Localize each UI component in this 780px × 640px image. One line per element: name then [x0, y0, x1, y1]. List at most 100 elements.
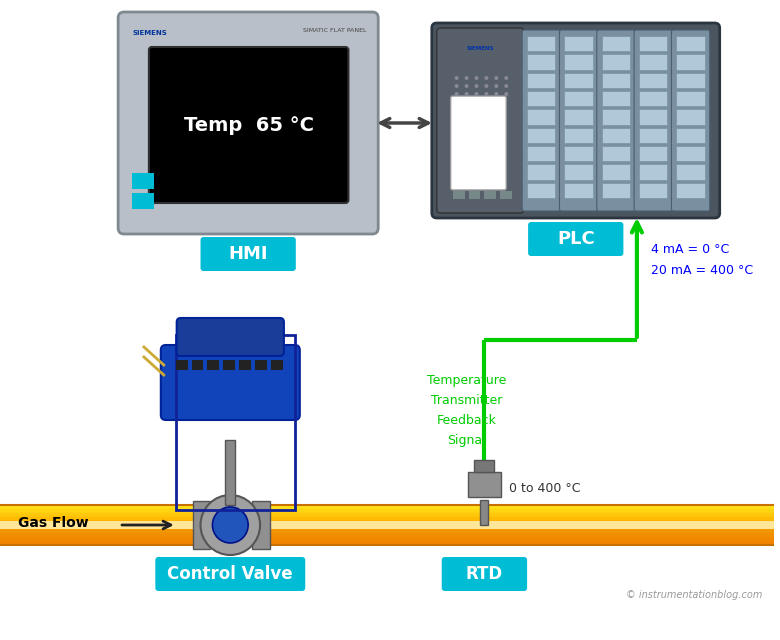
- Text: SIEMENS: SIEMENS: [466, 46, 495, 51]
- Bar: [0, 520, 775, 522]
- FancyBboxPatch shape: [451, 96, 506, 190]
- Bar: [676, 182, 705, 198]
- Bar: [132, 173, 154, 189]
- Bar: [601, 91, 630, 106]
- Circle shape: [212, 507, 248, 543]
- FancyBboxPatch shape: [441, 557, 527, 591]
- Bar: [601, 73, 630, 88]
- Bar: [0, 511, 775, 513]
- Circle shape: [465, 84, 469, 88]
- Bar: [639, 182, 668, 198]
- Text: HMI: HMI: [229, 245, 268, 263]
- Circle shape: [505, 84, 509, 88]
- Bar: [601, 109, 630, 125]
- Bar: [601, 54, 630, 70]
- Bar: [639, 54, 668, 70]
- Bar: [255, 360, 267, 370]
- Circle shape: [505, 76, 509, 80]
- FancyBboxPatch shape: [149, 47, 349, 203]
- Bar: [639, 36, 668, 51]
- Circle shape: [484, 84, 488, 88]
- Bar: [676, 54, 705, 70]
- Bar: [527, 127, 555, 143]
- Bar: [0, 508, 775, 509]
- Text: Control Valve: Control Valve: [168, 565, 293, 583]
- Bar: [474, 460, 495, 472]
- Text: Gas Flow: Gas Flow: [18, 516, 88, 530]
- Bar: [0, 506, 775, 508]
- FancyBboxPatch shape: [528, 222, 623, 256]
- Bar: [0, 531, 775, 532]
- FancyBboxPatch shape: [522, 30, 561, 211]
- Bar: [565, 109, 593, 125]
- Bar: [565, 91, 593, 106]
- Text: Temp  65 °C: Temp 65 °C: [183, 115, 314, 134]
- Bar: [639, 127, 668, 143]
- Bar: [676, 127, 705, 143]
- Bar: [0, 534, 775, 536]
- Bar: [639, 164, 668, 180]
- Bar: [0, 536, 775, 538]
- Circle shape: [495, 76, 498, 80]
- Bar: [639, 109, 668, 125]
- Bar: [565, 146, 593, 161]
- Circle shape: [495, 84, 498, 88]
- Bar: [0, 532, 775, 534]
- Text: SIEMENS: SIEMENS: [132, 30, 167, 36]
- Bar: [676, 164, 705, 180]
- Bar: [0, 526, 775, 528]
- Circle shape: [474, 92, 478, 96]
- Bar: [0, 509, 775, 511]
- Bar: [565, 164, 593, 180]
- Bar: [0, 517, 775, 519]
- Bar: [676, 36, 705, 51]
- Bar: [500, 191, 512, 199]
- Bar: [601, 146, 630, 161]
- Circle shape: [465, 76, 469, 80]
- Bar: [0, 533, 775, 535]
- Bar: [480, 500, 488, 525]
- Bar: [176, 360, 188, 370]
- Circle shape: [495, 92, 498, 96]
- Bar: [0, 525, 775, 527]
- Bar: [0, 516, 775, 518]
- Bar: [565, 73, 593, 88]
- Bar: [527, 109, 555, 125]
- Bar: [0, 505, 775, 507]
- FancyBboxPatch shape: [597, 30, 635, 211]
- Bar: [676, 146, 705, 161]
- Text: PLC: PLC: [557, 230, 594, 248]
- Circle shape: [505, 92, 509, 96]
- Circle shape: [455, 76, 459, 80]
- Bar: [176, 335, 295, 510]
- Text: Temperature
Transmitter
Feedback
Signal: Temperature Transmitter Feedback Signal: [427, 374, 506, 447]
- Bar: [527, 36, 555, 51]
- Circle shape: [484, 92, 488, 96]
- Bar: [132, 193, 154, 209]
- Bar: [0, 543, 775, 545]
- Bar: [527, 182, 555, 198]
- Bar: [527, 91, 555, 106]
- Bar: [0, 529, 775, 531]
- Bar: [193, 501, 211, 549]
- Bar: [0, 537, 775, 539]
- Bar: [639, 91, 668, 106]
- FancyBboxPatch shape: [672, 30, 710, 211]
- Bar: [0, 542, 775, 544]
- Bar: [0, 538, 775, 540]
- FancyBboxPatch shape: [200, 237, 296, 271]
- FancyBboxPatch shape: [634, 30, 672, 211]
- Text: 4 mA = 0 °C
20 mA = 400 °C: 4 mA = 0 °C 20 mA = 400 °C: [651, 243, 753, 277]
- Bar: [469, 191, 480, 199]
- Circle shape: [455, 84, 459, 88]
- Bar: [452, 191, 465, 199]
- FancyBboxPatch shape: [177, 318, 284, 356]
- Bar: [676, 73, 705, 88]
- Bar: [527, 54, 555, 70]
- FancyBboxPatch shape: [559, 30, 597, 211]
- Text: 0 to 400 °C: 0 to 400 °C: [509, 482, 581, 495]
- Bar: [601, 127, 630, 143]
- Bar: [467, 472, 502, 497]
- Bar: [0, 527, 775, 529]
- Bar: [0, 521, 775, 523]
